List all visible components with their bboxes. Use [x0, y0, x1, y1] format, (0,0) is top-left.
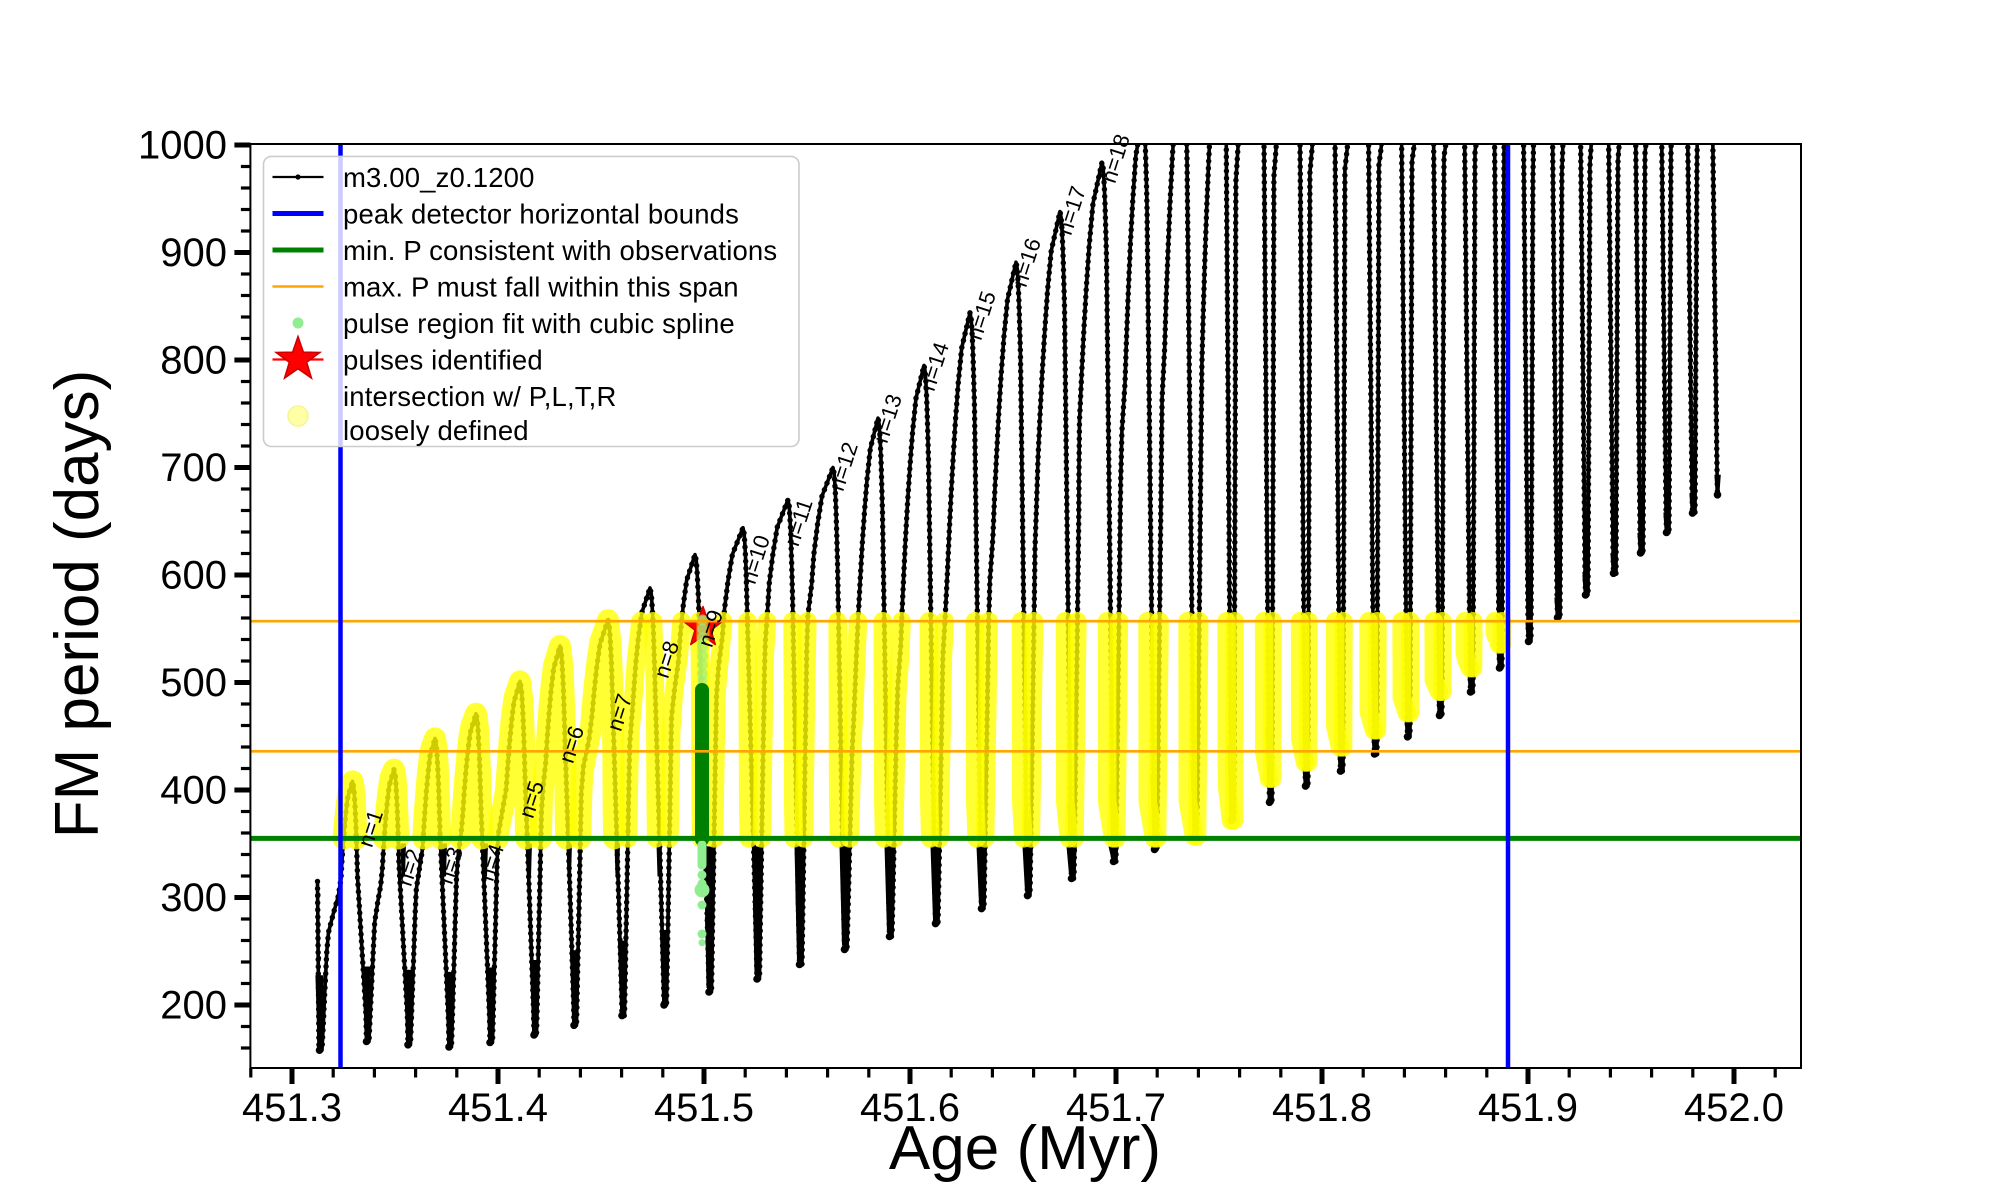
- svg-text:min. P consistent with observa: min. P consistent with observations: [343, 235, 777, 266]
- svg-text:451.6: 451.6: [860, 1086, 960, 1130]
- svg-text:452.0: 452.0: [1684, 1086, 1784, 1130]
- svg-text:300: 300: [160, 876, 227, 920]
- svg-text:1000: 1000: [138, 124, 227, 168]
- svg-text:max. P must fall within this s: max. P must fall within this span: [343, 272, 739, 303]
- svg-text:800: 800: [160, 339, 227, 383]
- svg-text:700: 700: [160, 446, 227, 490]
- svg-text:peak detector horizontal bound: peak detector horizontal bounds: [343, 199, 739, 230]
- svg-text:900: 900: [160, 231, 227, 275]
- svg-text:FM period (days): FM period (days): [43, 370, 112, 839]
- svg-text:200: 200: [160, 984, 227, 1028]
- svg-text:pulses identified: pulses identified: [343, 345, 543, 376]
- svg-text:Age (Myr): Age (Myr): [889, 1114, 1161, 1183]
- svg-text:451.4: 451.4: [448, 1086, 548, 1130]
- svg-text:451.3: 451.3: [242, 1086, 342, 1130]
- svg-text:451.9: 451.9: [1478, 1086, 1578, 1130]
- svg-text:451.8: 451.8: [1272, 1086, 1372, 1130]
- svg-text:pulse region fit with cubic sp: pulse region fit with cubic spline: [343, 308, 735, 339]
- svg-text:500: 500: [160, 661, 227, 705]
- svg-text:600: 600: [160, 554, 227, 598]
- svg-text:m3.00_z0.1200: m3.00_z0.1200: [343, 162, 535, 193]
- svg-text:451.7: 451.7: [1066, 1086, 1166, 1130]
- svg-text:loosely defined: loosely defined: [343, 415, 529, 446]
- svg-text:451.5: 451.5: [654, 1086, 754, 1130]
- svg-text:intersection w/ P,L,T,R: intersection w/ P,L,T,R: [343, 381, 616, 412]
- svg-text:400: 400: [160, 769, 227, 813]
